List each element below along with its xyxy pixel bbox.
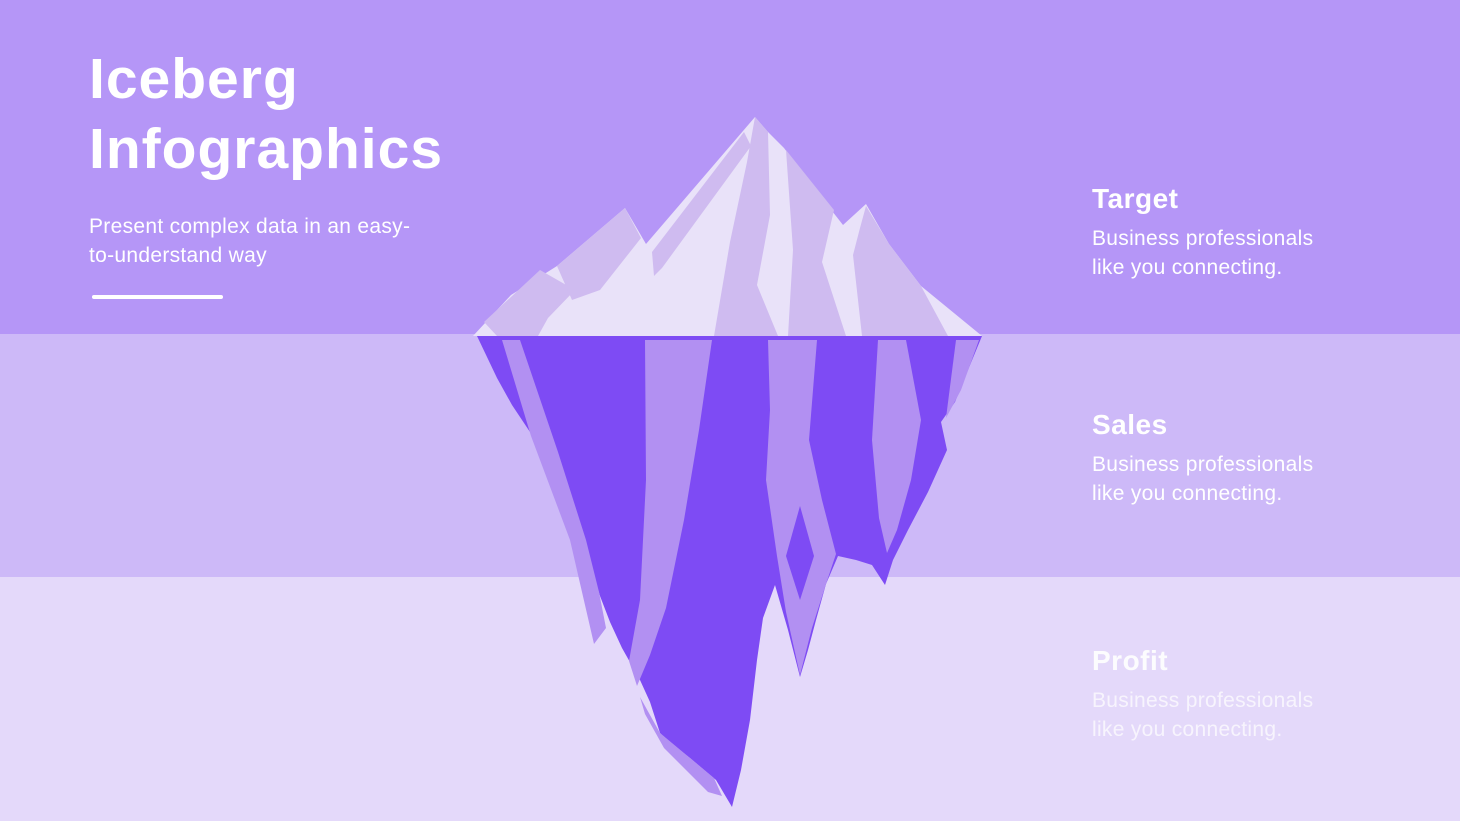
slide-header: Iceberg Infographics Present complex dat… — [89, 44, 479, 270]
iceberg-facet — [766, 340, 836, 675]
iceberg-facet — [629, 340, 712, 686]
subtitle-line-2: to-understand way — [89, 244, 267, 267]
iceberg-facet — [853, 206, 948, 336]
slide-subtitle: Present complex data in an easy- to-unde… — [89, 212, 479, 270]
section-profit-heading: Profit — [1092, 645, 1169, 676]
section-sales-heading: Sales — [1092, 409, 1168, 440]
iceberg-facet — [872, 340, 921, 553]
subtitle-line-1: Present complex data in an easy- — [89, 215, 411, 238]
iceberg-facet-notch — [786, 506, 814, 600]
section-sales: Sales Business professionals like you co… — [1092, 409, 1352, 508]
iceberg-facet — [557, 208, 641, 300]
title-line-1: Iceberg — [89, 47, 299, 111]
section-target-heading: Target — [1092, 183, 1179, 214]
iceberg-facet — [786, 150, 846, 336]
iceberg-facet — [640, 697, 722, 796]
section-profit: Profit Business professionals like you c… — [1092, 645, 1352, 744]
section-sales-body: Business professionals like you connecti… — [1092, 453, 1314, 505]
iceberg-below-water — [477, 336, 982, 807]
iceberg-facet — [714, 117, 778, 336]
iceberg-facet — [652, 132, 751, 276]
title-underline — [92, 295, 223, 299]
page-title: Iceberg Infographics — [89, 44, 479, 184]
section-target-body: Business professionals like you connecti… — [1092, 227, 1314, 279]
title-line-2: Infographics — [89, 117, 444, 181]
iceberg-facet — [502, 340, 606, 644]
section-target: Target Business professionals like you c… — [1092, 183, 1352, 282]
iceberg-facet — [946, 340, 979, 418]
section-profit-body: Business professionals like you connecti… — [1092, 689, 1314, 741]
iceberg-facet — [484, 270, 575, 336]
